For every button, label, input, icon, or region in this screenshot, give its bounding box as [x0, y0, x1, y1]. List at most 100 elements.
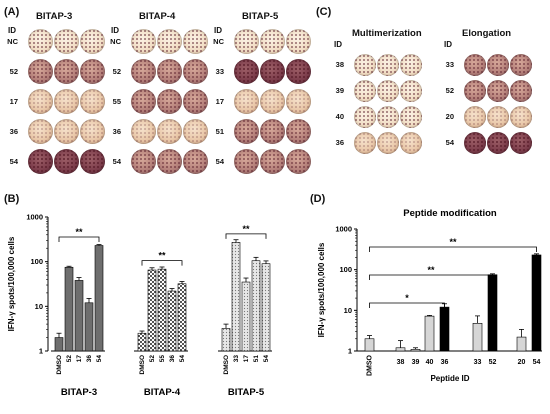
- elispot-well: [354, 54, 376, 76]
- well-spots: [183, 29, 208, 54]
- bar: [241, 281, 251, 352]
- elispot-well: [354, 80, 376, 102]
- bar: [74, 280, 84, 352]
- row-id-label: 55: [112, 96, 121, 106]
- x-tick-label: DMSO: [367, 354, 374, 376]
- elispot-well: [400, 54, 422, 76]
- elispot-well: [157, 89, 182, 114]
- elispot-well: [377, 132, 399, 154]
- significance-bracket: [369, 246, 537, 252]
- elispot-well: [286, 149, 311, 174]
- well-spots: [183, 89, 208, 114]
- well-spots: [157, 89, 182, 114]
- well-spots: [157, 59, 182, 84]
- well-spots: [183, 149, 208, 174]
- x-tick-label: 36: [86, 355, 93, 363]
- well-spots: [28, 29, 53, 54]
- row-id-label: 54: [215, 156, 224, 166]
- significance-bracket: [369, 274, 493, 280]
- bar: [251, 260, 261, 352]
- bar: [364, 338, 375, 352]
- well-spots: [377, 106, 399, 128]
- well-spots: [400, 132, 422, 154]
- id-column-header: ID: [334, 40, 342, 49]
- elispot-well: [157, 119, 182, 144]
- elispot-well: [80, 29, 105, 54]
- well-spots: [354, 80, 376, 102]
- well-spots: [464, 132, 486, 154]
- bar: [231, 242, 241, 352]
- well-spots: [464, 106, 486, 128]
- y-tick-label: 1: [39, 347, 43, 356]
- well-spots: [510, 106, 532, 128]
- elispot-well: [183, 119, 208, 144]
- well-spots: [354, 54, 376, 76]
- elispot-well: [54, 149, 79, 174]
- y-tick-label: 10: [35, 302, 43, 311]
- well-spots: [157, 119, 182, 144]
- x-tick-label: 39: [412, 359, 420, 366]
- row-id-label: NC: [213, 36, 224, 46]
- group-title: Multimerization: [352, 28, 422, 39]
- bar: [439, 306, 450, 352]
- x-axis-label: Peptide ID: [430, 374, 469, 383]
- well-spots: [400, 54, 422, 76]
- x-tick-label: 54: [96, 355, 103, 363]
- elispot-well: [487, 106, 509, 128]
- panel-c-label: (C): [316, 6, 332, 18]
- x-tick-label: 17: [243, 355, 250, 363]
- elispot-well: [28, 59, 53, 84]
- significance-bracket: [141, 260, 183, 266]
- bar: [261, 263, 271, 352]
- elispot-well: [400, 80, 422, 102]
- x-tick-label: 38: [397, 359, 405, 366]
- row-id-label: 40: [335, 112, 344, 121]
- x-tick-label: 55: [159, 355, 166, 363]
- well-spots: [234, 119, 259, 144]
- x-tick-label: 33: [474, 359, 482, 366]
- row-id-label: 52: [9, 66, 18, 76]
- elispot-well: [510, 132, 532, 154]
- elispot-well: [260, 29, 285, 54]
- x-tick-label: 20: [518, 359, 526, 366]
- elispot-well: [131, 29, 156, 54]
- elispot-well: [234, 149, 259, 174]
- x-tick-label: 54: [263, 355, 270, 363]
- significance-label: **: [158, 251, 166, 261]
- elispot-well: [54, 89, 79, 114]
- y-tick-label: 100: [30, 257, 43, 266]
- well-spots: [510, 54, 532, 76]
- well-spots: [54, 59, 79, 84]
- well-spots: [80, 59, 105, 84]
- well-spots: [260, 29, 285, 54]
- row-id-label: 52: [445, 86, 454, 95]
- well-spots: [487, 106, 509, 128]
- well-spots: [260, 149, 285, 174]
- row-id-label: 51: [215, 126, 224, 136]
- elispot-well: [157, 149, 182, 174]
- row-id-label: 17: [215, 96, 224, 106]
- x-tick-label: 36: [441, 359, 449, 366]
- elispot-well: [400, 106, 422, 128]
- panel-a-label: (A): [4, 6, 20, 18]
- row-id-label: 39: [335, 86, 344, 95]
- y-tick-label: 10: [344, 306, 352, 315]
- elispot-well: [260, 119, 285, 144]
- well-spots: [54, 119, 79, 144]
- elispot-well: [234, 59, 259, 84]
- well-spots: [157, 29, 182, 54]
- elispot-well: [131, 89, 156, 114]
- x-tick-label: DMSO: [223, 355, 230, 375]
- well-spots: [131, 59, 156, 84]
- well-spots: [54, 89, 79, 114]
- row-id-label: 33: [215, 66, 224, 76]
- well-spots: [260, 89, 285, 114]
- significance-label: *: [405, 293, 409, 303]
- well-spots: [510, 80, 532, 102]
- group-label: BITAP-4: [144, 387, 181, 398]
- bar: [147, 269, 157, 352]
- well-spots: [487, 132, 509, 154]
- elispot-well: [260, 149, 285, 174]
- well-spots: [487, 54, 509, 76]
